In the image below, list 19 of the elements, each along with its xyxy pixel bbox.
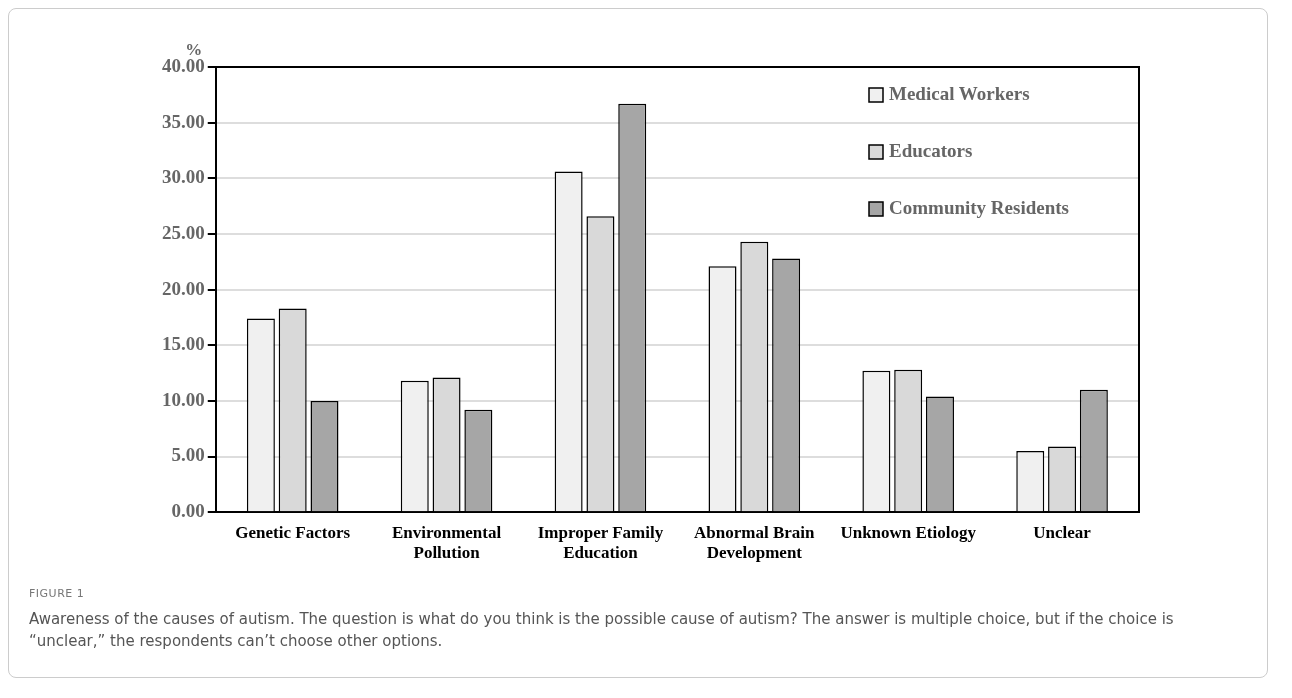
y-tick-label: 30.00 — [162, 166, 205, 188]
y-tick-label: 5.00 — [171, 444, 205, 466]
legend-label: Educators — [889, 139, 973, 161]
x-tick-label: Unknown Etiology — [840, 522, 977, 542]
x-tick-label: Improper Family Education — [537, 522, 664, 563]
y-tick-label: 15.00 — [162, 333, 205, 355]
y-tick-label: 25.00 — [162, 221, 205, 243]
y-tick-label: 35.00 — [162, 110, 205, 132]
caption: FIGURE 1 — [29, 587, 86, 600]
y-tick-label: 20.00 — [162, 277, 205, 299]
x-tick-label: Abnormal Brain Development — [694, 522, 816, 563]
y-tick-label: 10.00 — [162, 388, 205, 410]
legend-label: Community Residents — [889, 196, 1069, 218]
text: Awareness of the causes of autism. The question is what do you think is the possible cause of autism? The answer is multiple choice, but if the choice is “unclear,” the respondents can’t choose other options. — [29, 609, 1175, 652]
x-tick-label: Environmental Pollution — [391, 522, 502, 563]
legend-label: Medical Workers — [889, 82, 1030, 104]
x-tick-label: Unclear — [1033, 522, 1092, 542]
y-tick-label: 0.00 — [171, 500, 205, 522]
x-tick-label: Genetic Factors — [235, 522, 351, 542]
